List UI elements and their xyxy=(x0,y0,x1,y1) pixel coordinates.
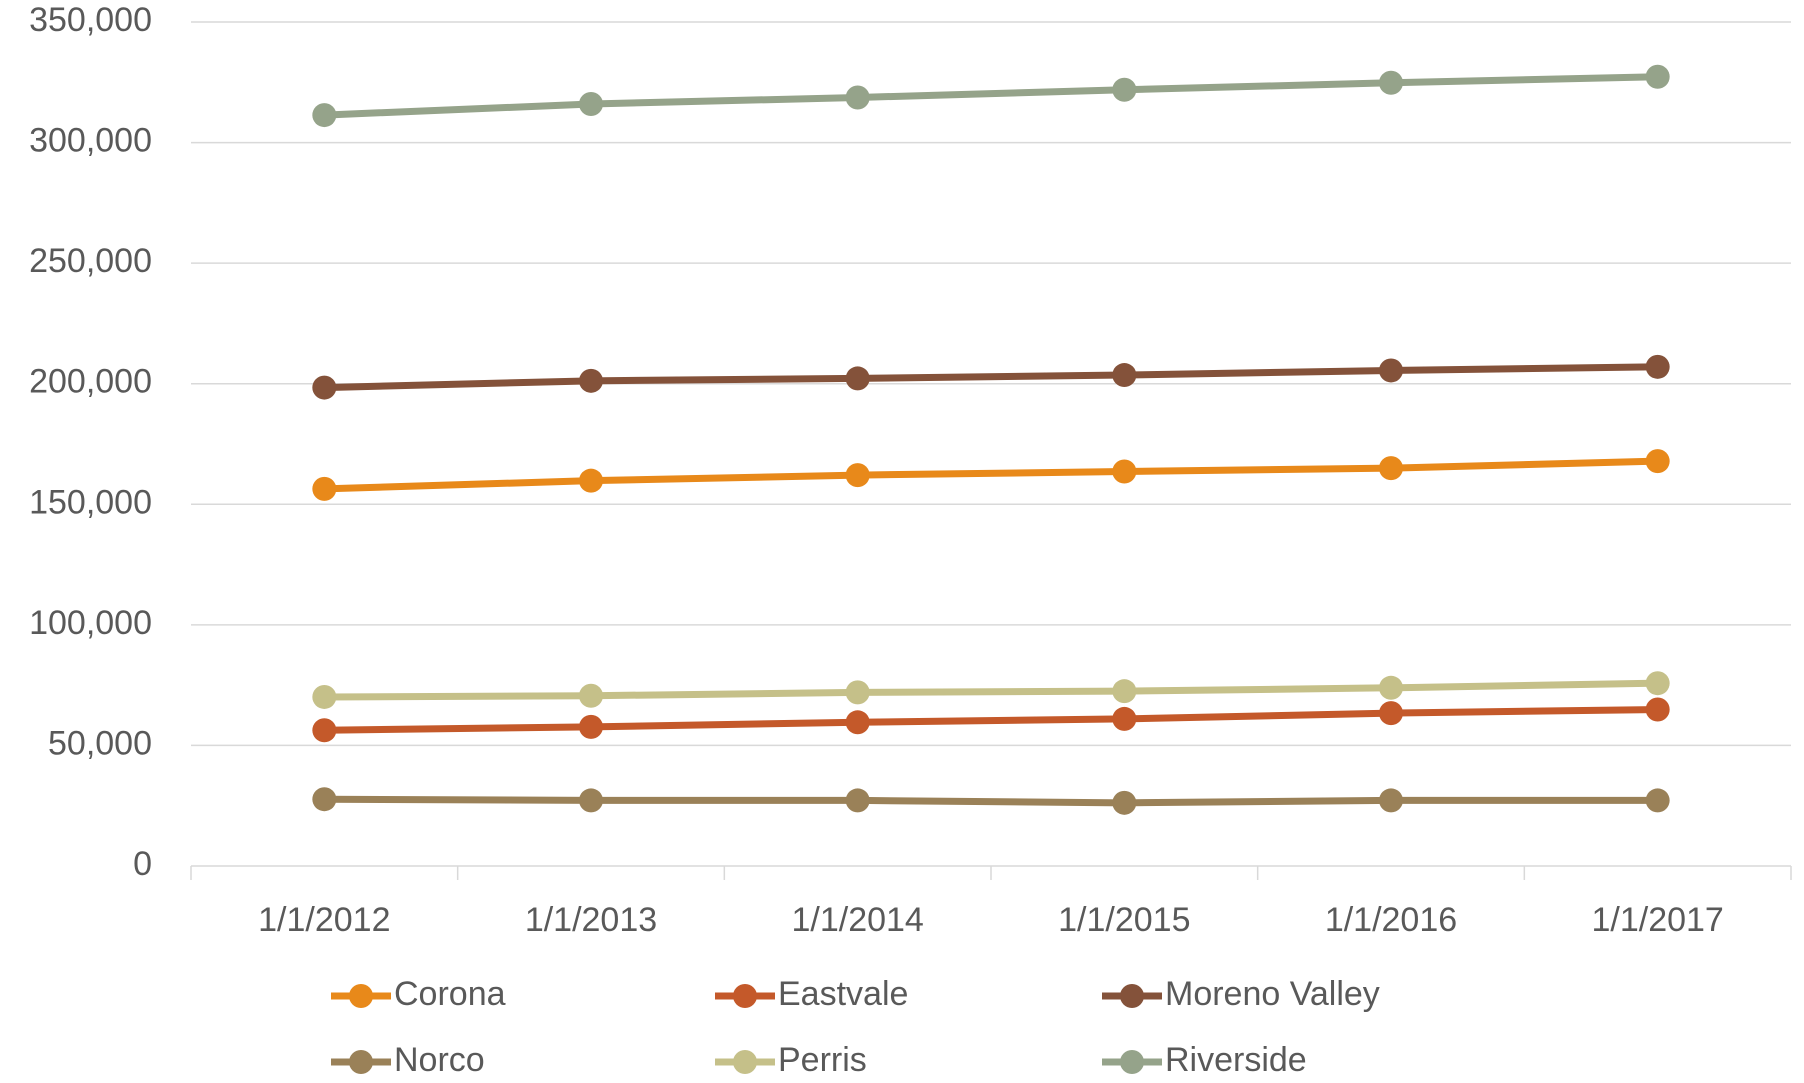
legend-label: Moreno Valley xyxy=(1165,975,1380,1013)
marker xyxy=(1112,790,1137,815)
legend-label: Eastvale xyxy=(778,975,908,1013)
marker xyxy=(1645,788,1670,813)
marker xyxy=(579,714,603,739)
x-tick-label: 1/1/2013 xyxy=(525,901,657,939)
legend-label: Riverside xyxy=(1165,1041,1307,1079)
y-tick-label: 350,000 xyxy=(29,1,152,39)
marker xyxy=(1645,354,1670,379)
y-tick-label: 0 xyxy=(133,845,152,883)
y-tick-label: 300,000 xyxy=(29,122,152,160)
marker xyxy=(1645,64,1670,89)
y-tick-label: 250,000 xyxy=(29,242,152,280)
marker xyxy=(579,683,603,708)
marker xyxy=(1379,358,1403,383)
series-line xyxy=(324,73,1658,119)
legend-marker xyxy=(1120,984,1144,1008)
legend-marker xyxy=(733,1050,757,1074)
marker xyxy=(1645,697,1670,722)
marker xyxy=(845,463,870,488)
y-tick-label: 50,000 xyxy=(48,724,152,762)
marker xyxy=(579,91,603,116)
legend-marker xyxy=(1120,1050,1144,1074)
marker xyxy=(845,85,870,110)
marker xyxy=(1379,788,1403,813)
x-tick-label: 1/1/2016 xyxy=(1325,901,1457,939)
marker xyxy=(312,103,337,128)
marker xyxy=(845,680,870,705)
legend-label: Corona xyxy=(394,975,506,1013)
marker xyxy=(1379,675,1403,700)
marker xyxy=(845,710,870,735)
series-line xyxy=(324,363,1658,392)
marker xyxy=(1379,701,1403,726)
marker xyxy=(312,718,337,743)
x-tick-label: 1/1/2014 xyxy=(791,901,923,939)
marker xyxy=(1112,679,1137,704)
x-tick-label: 1/1/2012 xyxy=(258,901,390,939)
marker xyxy=(312,476,337,501)
series-line xyxy=(324,457,1658,493)
marker xyxy=(579,368,603,393)
y-tick-label: 200,000 xyxy=(29,363,152,401)
series-line xyxy=(324,679,1658,701)
marker xyxy=(312,375,337,400)
x-tick-label: 1/1/2017 xyxy=(1591,901,1723,939)
x-tick-label: 1/1/2015 xyxy=(1058,901,1190,939)
y-tick-label: 150,000 xyxy=(29,483,152,521)
legend-label: Perris xyxy=(778,1041,867,1079)
legend-label: Norco xyxy=(394,1041,485,1079)
y-tick-label: 100,000 xyxy=(29,604,152,642)
marker xyxy=(1112,363,1137,388)
marker xyxy=(1645,449,1670,474)
legend-marker xyxy=(349,984,373,1008)
marker xyxy=(579,788,603,813)
marker xyxy=(845,366,870,391)
legend-marker xyxy=(733,984,757,1008)
marker xyxy=(1379,70,1403,95)
marker xyxy=(1112,459,1137,484)
marker xyxy=(845,788,870,813)
marker xyxy=(1645,671,1670,696)
series-line xyxy=(324,705,1658,734)
marker xyxy=(579,468,603,493)
marker xyxy=(1379,456,1403,481)
legend-marker xyxy=(349,1050,373,1074)
series-line xyxy=(324,795,1658,807)
marker xyxy=(312,684,337,709)
marker xyxy=(312,787,337,812)
marker xyxy=(1112,77,1137,102)
marker xyxy=(1112,706,1137,731)
